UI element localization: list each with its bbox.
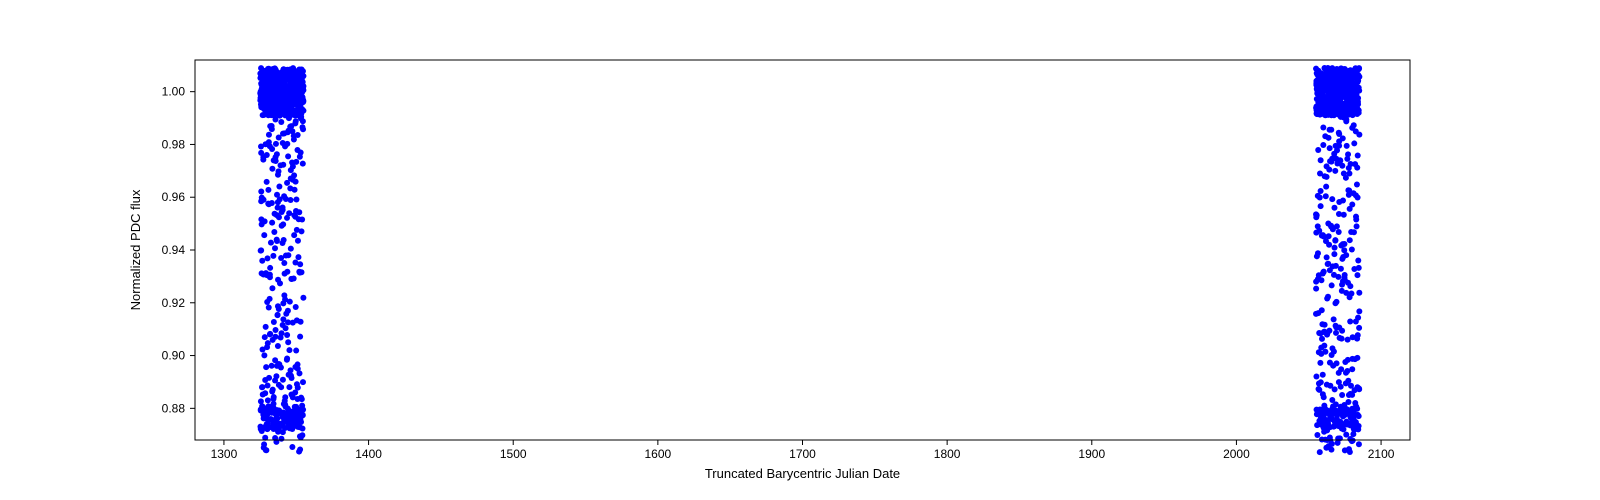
xtick-label: 1600 xyxy=(645,447,672,461)
ytick-label: 0.98 xyxy=(162,137,186,151)
x-axis-label: Truncated Barycentric Julian Date xyxy=(705,466,900,481)
xtick-label: 2100 xyxy=(1368,447,1395,461)
ytick-label: 0.96 xyxy=(162,190,186,204)
ytick-label: 0.90 xyxy=(162,349,186,363)
xtick-label: 2000 xyxy=(1223,447,1250,461)
ytick-label: 0.94 xyxy=(162,243,186,257)
xtick-label: 1800 xyxy=(934,447,961,461)
ytick-label: 0.92 xyxy=(162,296,186,310)
xtick-label: 1400 xyxy=(355,447,382,461)
xtick-label: 1700 xyxy=(789,447,816,461)
xtick-label: 1500 xyxy=(500,447,527,461)
ytick-label: 0.88 xyxy=(162,401,186,415)
ytick-label: 1.00 xyxy=(162,85,186,99)
y-axis-label: Normalized PDC flux xyxy=(128,189,143,310)
xtick-label: 1900 xyxy=(1078,447,1105,461)
xtick-label: 1300 xyxy=(211,447,238,461)
scatter-chart: 1300 1400 1500 1600 1700 1800 1900 2000 2100 0.88… xyxy=(0,0,1600,500)
